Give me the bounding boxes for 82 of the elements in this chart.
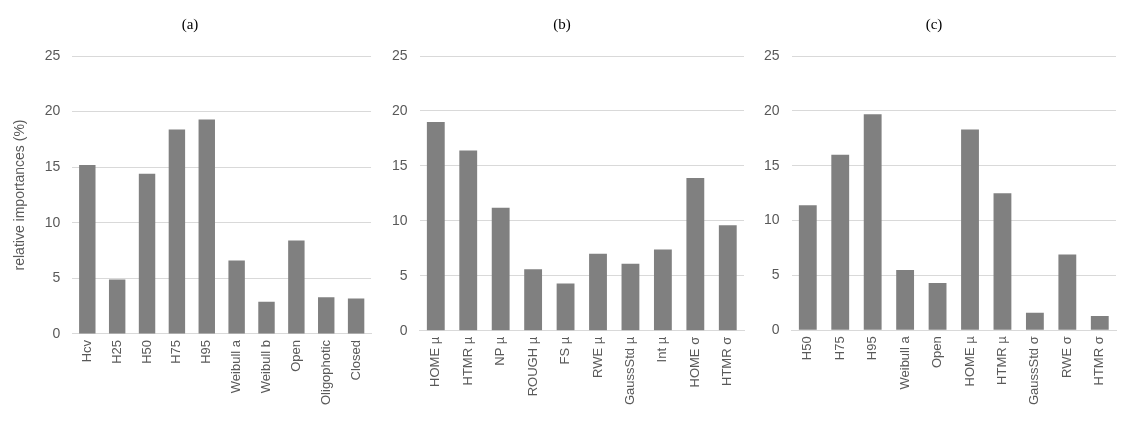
x-tick-label: RWE σ xyxy=(1058,336,1074,379)
bar xyxy=(653,249,672,331)
bar xyxy=(138,173,156,334)
bar xyxy=(1090,316,1109,330)
y-tick-label: 5 xyxy=(771,266,780,283)
y-tick-label: 20 xyxy=(763,101,780,118)
bar xyxy=(863,114,882,330)
x-tick-label: Closed xyxy=(347,339,363,381)
y-tick-label: 0 xyxy=(399,321,408,338)
y-tick-label: 25 xyxy=(391,46,408,63)
bar xyxy=(718,225,737,331)
bar xyxy=(347,298,365,334)
bar xyxy=(524,269,543,331)
bar xyxy=(318,297,335,334)
chart-title: (b) xyxy=(553,15,571,33)
bar xyxy=(993,193,1012,330)
x-tick-label: GaussStd σ xyxy=(1026,336,1042,406)
y-tick-label: 10 xyxy=(44,213,61,230)
x-tick-label: HTMR σ xyxy=(719,336,735,386)
bar xyxy=(589,253,607,331)
y-tick-label: 15 xyxy=(763,156,780,173)
x-tick-label: Open xyxy=(929,336,945,369)
x-tick-label: H75 xyxy=(168,339,184,364)
bar xyxy=(228,260,245,334)
x-tick-label: HOME µ xyxy=(961,335,977,387)
bar xyxy=(556,283,575,331)
x-tick-label: Weibull b xyxy=(258,339,274,394)
chart-title: (c) xyxy=(925,15,943,33)
bar xyxy=(1058,254,1077,330)
y-tick-label: 10 xyxy=(391,211,408,228)
bar xyxy=(198,119,215,334)
x-tick-label: HTMR σ xyxy=(1091,336,1107,386)
bar xyxy=(459,150,478,331)
x-tick-label: HTMR µ xyxy=(994,335,1010,385)
x-tick-label: Oligophotic xyxy=(317,339,333,406)
x-tick-label: H95 xyxy=(864,336,880,361)
bar xyxy=(798,205,817,330)
x-tick-label: Weibull a xyxy=(896,335,912,390)
y-tick-label: 20 xyxy=(44,102,61,119)
x-tick-label: HTMR µ xyxy=(459,336,475,386)
y-tick-label: 20 xyxy=(391,101,408,118)
x-tick-label: Int µ xyxy=(654,336,670,363)
y-tick-label: 15 xyxy=(391,156,408,173)
bar xyxy=(621,263,640,331)
x-tick-label: HOME µ xyxy=(427,336,443,387)
y-tick-label: 5 xyxy=(52,269,61,286)
bar xyxy=(288,240,305,334)
bar xyxy=(258,301,275,334)
bar xyxy=(686,178,705,331)
x-tick-label: HOME σ xyxy=(686,336,702,388)
bar xyxy=(491,207,510,331)
bar xyxy=(896,269,915,330)
x-tick-label: RWE µ xyxy=(589,336,605,379)
x-tick-label: Open xyxy=(287,339,303,372)
bar xyxy=(168,129,186,334)
bar xyxy=(961,129,979,330)
x-tick-label: FS µ xyxy=(557,336,573,365)
y-axis-title: relative importances (%) xyxy=(11,119,28,271)
bar xyxy=(1025,312,1044,330)
x-tick-label: Weibull a xyxy=(228,339,244,394)
x-tick-label: ROUGH µ xyxy=(524,336,540,397)
bar xyxy=(79,164,96,334)
y-tick-label: 0 xyxy=(771,321,780,338)
x-tick-label: Hcv xyxy=(78,339,94,363)
bar xyxy=(928,283,947,330)
x-tick-label: H75 xyxy=(831,336,847,361)
x-tick-label: H50 xyxy=(799,336,815,361)
y-tick-label: 25 xyxy=(763,46,780,63)
bar xyxy=(108,279,126,334)
y-tick-label: 15 xyxy=(44,158,61,175)
bar xyxy=(831,154,850,330)
x-tick-label: GaussStd µ xyxy=(622,336,638,405)
x-tick-label: H25 xyxy=(108,339,124,364)
y-tick-label: 0 xyxy=(52,324,61,341)
y-tick-label: 10 xyxy=(763,211,780,228)
x-tick-label: NP µ xyxy=(492,336,508,366)
chart-title: (a) xyxy=(181,15,199,33)
bar xyxy=(426,121,445,331)
y-tick-label: 25 xyxy=(44,46,61,63)
y-tick-label: 5 xyxy=(399,266,408,283)
x-tick-label: H50 xyxy=(138,339,154,364)
x-tick-label: H95 xyxy=(198,339,214,364)
